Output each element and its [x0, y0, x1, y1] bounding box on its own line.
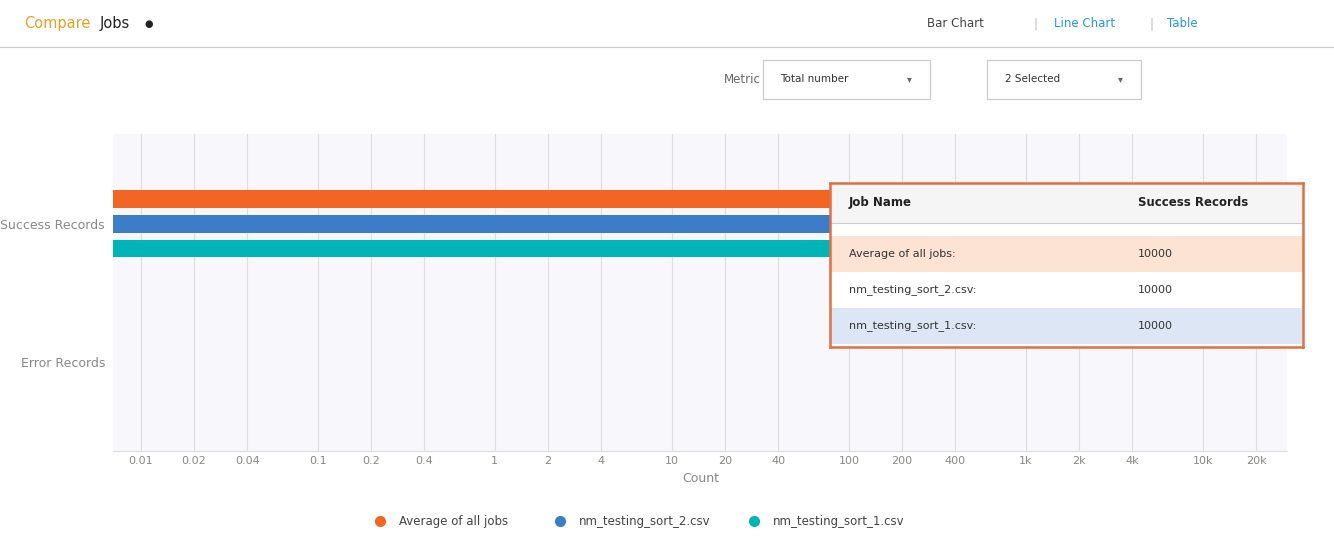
Text: Table: Table: [1167, 17, 1198, 30]
Text: nm_testing_sort_2.csv: nm_testing_sort_2.csv: [579, 515, 711, 528]
X-axis label: Count: Count: [682, 472, 719, 485]
Text: Job Name: Job Name: [848, 196, 911, 210]
Text: |: |: [1034, 17, 1038, 30]
Text: Line Chart: Line Chart: [1054, 17, 1115, 30]
Text: 2 Selected: 2 Selected: [1005, 74, 1059, 84]
Text: Total number: Total number: [780, 74, 848, 84]
Text: ●: ●: [144, 19, 152, 28]
Text: |: |: [1150, 17, 1154, 30]
Text: Average of all jobs: Average of all jobs: [399, 515, 508, 528]
Text: nm_testing_sort_2.csv:: nm_testing_sort_2.csv:: [848, 284, 976, 295]
Bar: [0, 240, 1203, 258]
Text: ▾: ▾: [907, 74, 912, 84]
FancyBboxPatch shape: [763, 60, 930, 99]
Text: 10000: 10000: [1138, 321, 1173, 331]
FancyBboxPatch shape: [830, 183, 1303, 223]
Text: Average of all jobs:: Average of all jobs:: [848, 249, 955, 259]
FancyBboxPatch shape: [830, 236, 1303, 272]
Text: Bar Chart: Bar Chart: [927, 17, 984, 30]
Bar: [0, 215, 1203, 232]
Text: 10000: 10000: [1138, 285, 1173, 295]
Text: Success Records: Success Records: [1138, 196, 1247, 210]
FancyBboxPatch shape: [830, 272, 1303, 308]
Text: nm_testing_sort_1.csv: nm_testing_sort_1.csv: [772, 515, 904, 528]
Text: Jobs: Jobs: [100, 16, 131, 31]
Text: ▾: ▾: [1118, 74, 1123, 84]
Text: Compare: Compare: [24, 16, 91, 31]
FancyBboxPatch shape: [830, 308, 1303, 344]
Text: nm_testing_sort_1.csv:: nm_testing_sort_1.csv:: [848, 321, 976, 331]
FancyBboxPatch shape: [987, 60, 1141, 99]
Text: 10000: 10000: [1138, 249, 1173, 259]
Text: Metric: Metric: [724, 73, 762, 86]
Bar: [0, 190, 1203, 208]
